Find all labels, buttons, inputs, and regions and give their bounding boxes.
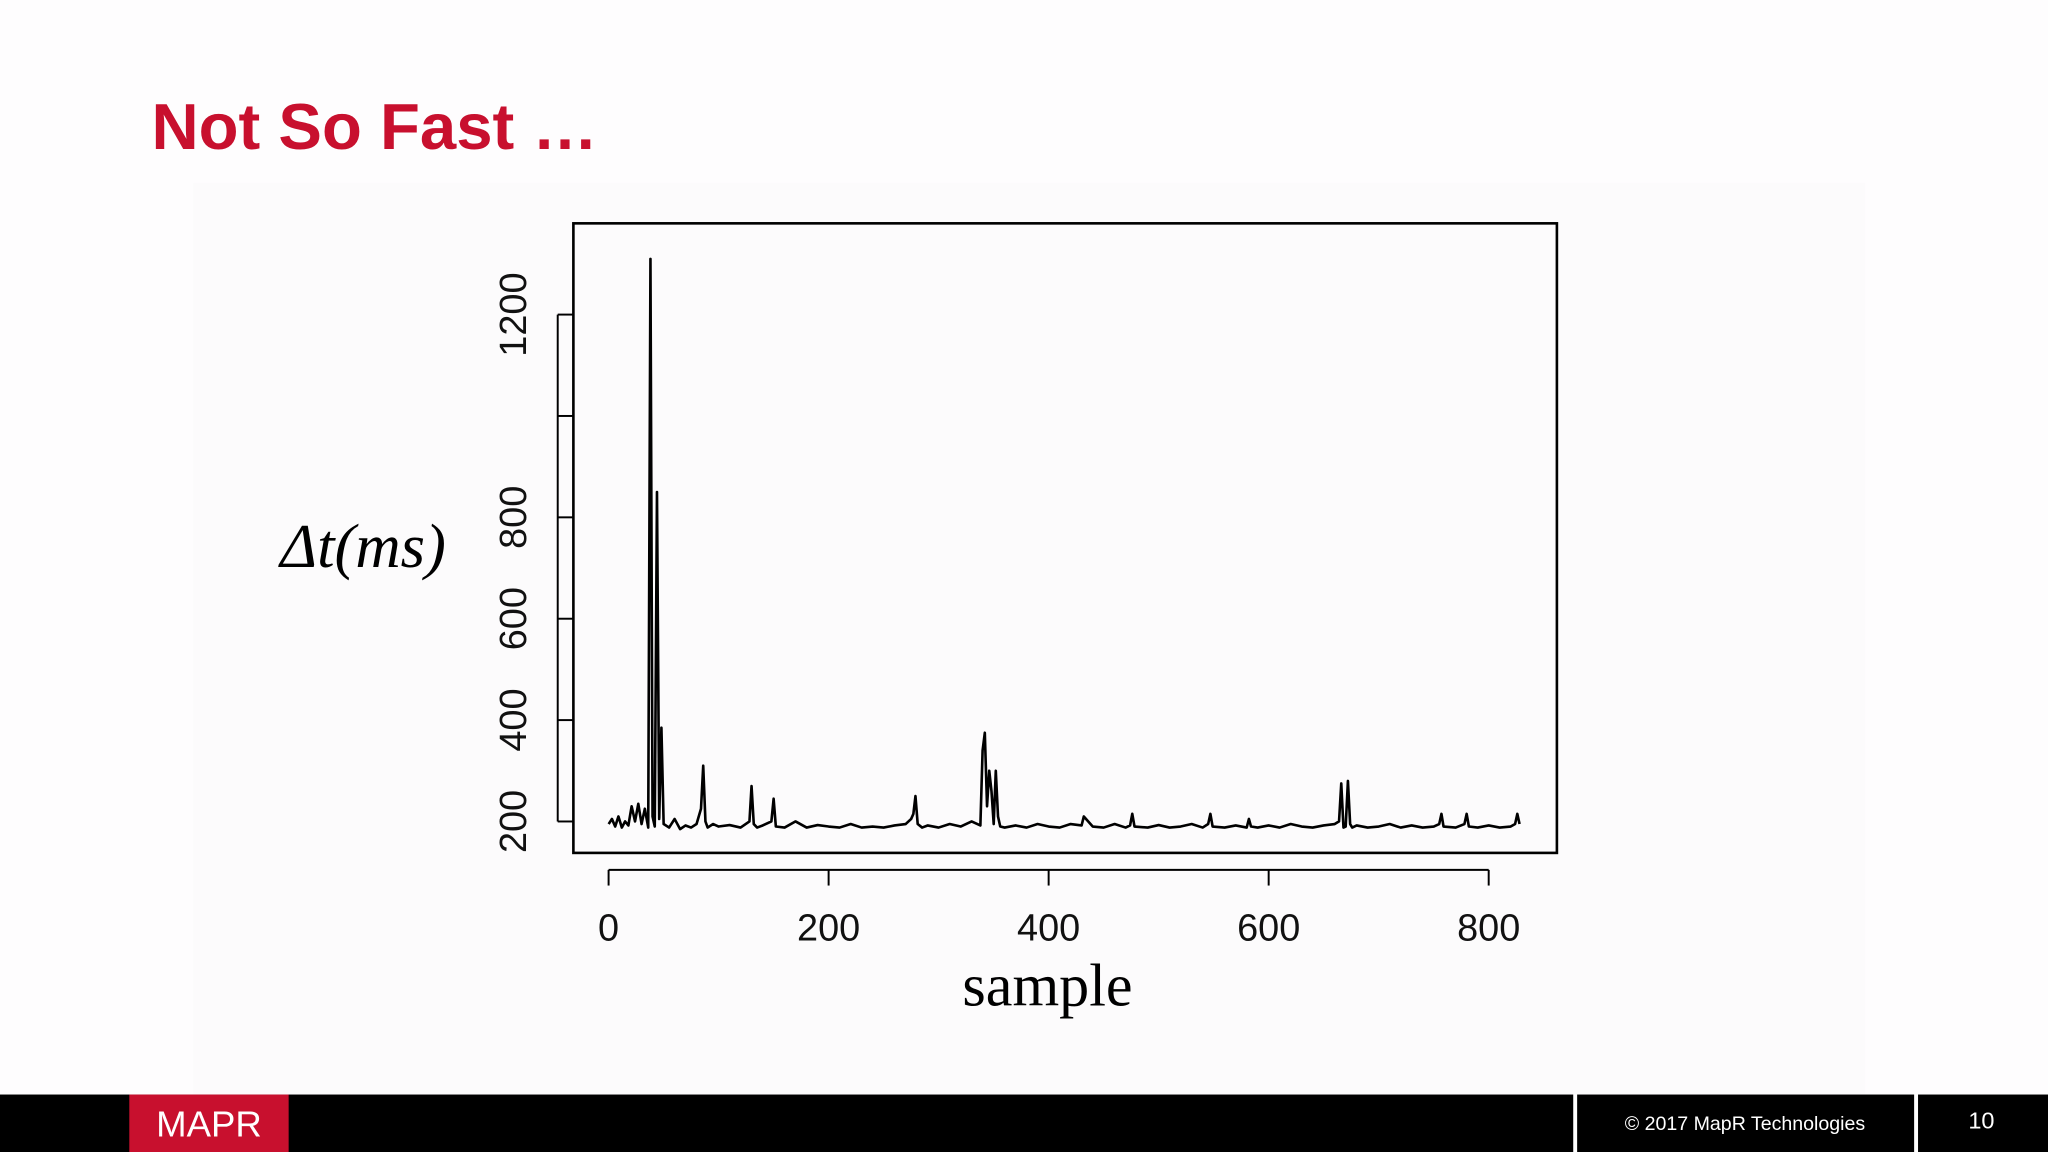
x-axis-label: sample (962, 952, 1132, 1019)
x-tick-label: 0 (598, 907, 619, 949)
logo: MAPR (156, 1103, 262, 1144)
page-number: 10 (1968, 1107, 1994, 1133)
x-tick-label: 200 (797, 907, 860, 949)
y-tick-label: 400 (493, 689, 535, 752)
footer-bar (0, 1094, 2048, 1152)
y-tick-label: 800 (493, 486, 535, 549)
y-tick-label: 1200 (493, 272, 535, 356)
chart: 200 400 600 800 1200 0 200 400 600 800 sample Δt(ms… (277, 222, 1559, 1019)
slide-title: Not So Fast … (152, 90, 598, 163)
x-tick-label: 800 (1457, 907, 1520, 949)
y-tick-label: 200 (493, 790, 535, 853)
x-tick-label: 600 (1237, 907, 1300, 949)
chart-backdrop (193, 182, 1866, 1095)
copyright: © 2017 MapR Technologies (1625, 1113, 1866, 1135)
x-tick-label: 400 (1017, 907, 1080, 949)
data-line (607, 257, 1521, 831)
plot-frame (572, 222, 1559, 855)
y-tick-label: 600 (493, 587, 535, 650)
logo-box (129, 1094, 289, 1152)
y-axis-label: Δt(ms) (277, 511, 446, 581)
